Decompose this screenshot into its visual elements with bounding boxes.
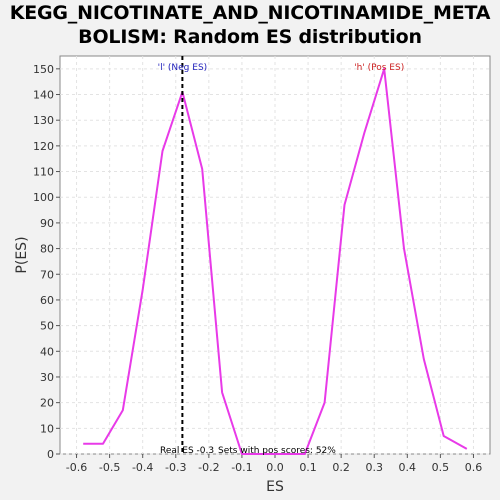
real-es-annotation: Real ES -0.3 [160, 446, 214, 456]
x-tick-label: -0.3 [165, 461, 186, 474]
neg-es-label: 'l' (Neg ES) [158, 63, 208, 73]
pos-scores-annotation: Sets with pos scores: 52% [218, 446, 336, 456]
y-tick-label: 90 [40, 217, 54, 230]
y-tick-label: 110 [33, 166, 54, 179]
x-tick-label: 0.5 [432, 461, 450, 474]
y-tick-label: 30 [40, 371, 54, 384]
pos-es-label: 'h' (Pos ES) [354, 63, 404, 73]
y-tick-label: 10 [40, 422, 54, 435]
x-tick-label: -0.4 [132, 461, 153, 474]
y-tick-label: 40 [40, 345, 54, 358]
y-tick-label: 120 [33, 140, 54, 153]
y-tick-label: 100 [33, 191, 54, 204]
y-tick-label: 70 [40, 268, 54, 281]
y-tick-label: 20 [40, 397, 54, 410]
x-tick-label: -0.2 [198, 461, 219, 474]
y-tick-label: 140 [33, 89, 54, 102]
y-tick-label: 0 [47, 448, 54, 461]
chart-title-line-2: BOLISM: Random ES distribution [78, 26, 422, 48]
x-tick-label: 0.2 [332, 461, 350, 474]
x-tick-label: -0.1 [231, 461, 252, 474]
y-axis-label: P(ES) [14, 236, 30, 273]
x-tick-label: 0.0 [266, 461, 284, 474]
y-tick-label: 50 [40, 320, 54, 333]
chart-title-line-1: KEGG_NICOTINATE_AND_NICOTINAMIDE_META [9, 2, 491, 24]
x-tick-label: -0.6 [66, 461, 87, 474]
x-tick-label: 0.1 [299, 461, 317, 474]
x-tick-label: 0.4 [399, 461, 417, 474]
y-tick-label: 150 [33, 63, 54, 76]
x-tick-label: 0.3 [365, 461, 383, 474]
y-tick-label: 80 [40, 243, 54, 256]
y-tick-label: 60 [40, 294, 54, 307]
x-axis-label: ES [266, 479, 284, 495]
x-tick-label: -0.5 [99, 461, 120, 474]
x-tick-label: 0.6 [465, 461, 483, 474]
random-es-curve [83, 67, 468, 455]
y-tick-label: 130 [33, 114, 54, 127]
